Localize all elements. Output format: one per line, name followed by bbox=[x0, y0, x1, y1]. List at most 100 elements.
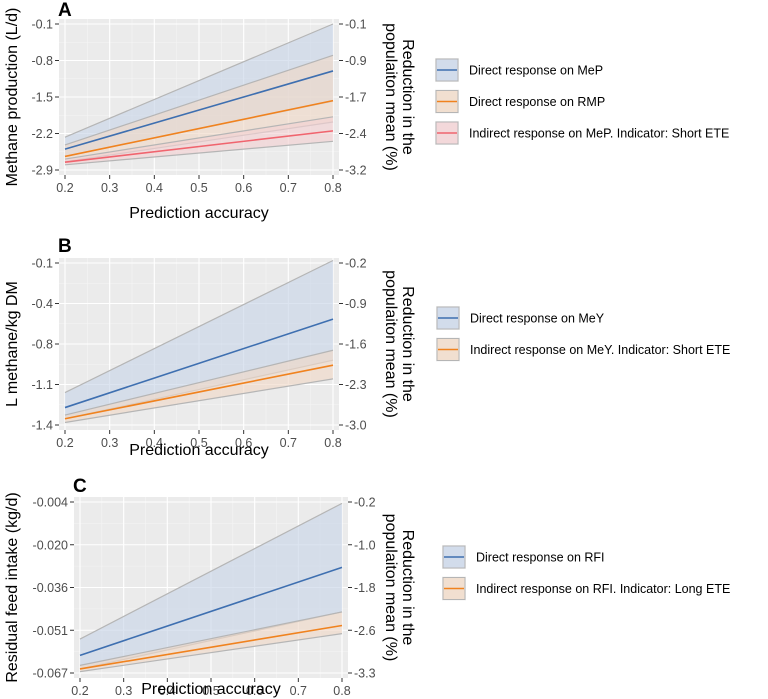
panel-a-x-axis-title: Prediction accuracy bbox=[129, 205, 269, 222]
panel-a-series-line-1 bbox=[64, 70, 334, 150]
panel-b-y2-tick-label: -0.2 bbox=[345, 257, 367, 271]
panel-a-y-tick-label: -2.2 bbox=[31, 127, 53, 141]
panel-b-y-tick-label: -1.4 bbox=[31, 419, 53, 433]
panel-c-y2-tick-label: -3.3 bbox=[354, 667, 376, 681]
panel-c-y-tick-label: -0.004 bbox=[33, 496, 68, 510]
panel-c-ribbon-lower-2 bbox=[79, 611, 343, 666]
panel-c-letter: C bbox=[73, 476, 87, 497]
panel-a-letter: A bbox=[58, 0, 72, 21]
panel-a-x-tick-label: 0.8 bbox=[324, 181, 341, 195]
panel-a-ribbon-lower-1 bbox=[64, 23, 334, 138]
panel-c-y2-axis-title: Reduction in thepopulaiton mean (%) bbox=[382, 514, 416, 662]
panel-b-legend-item: Indirect response on MeY. Indicator: Sho… bbox=[436, 337, 730, 362]
panel-c-ribbon-2 bbox=[80, 611, 342, 672]
panel-b-ribbon-upper-2 bbox=[64, 378, 334, 424]
panel-a-x-tick-label: 0.2 bbox=[56, 181, 73, 195]
panel-c-ribbon-1 bbox=[80, 503, 342, 669]
panel-c: -0.004 -0.020 -0.036 -0.051 -0.067 -0.2 -1.0 -1… bbox=[4, 476, 730, 698]
panel-c-series-line-2 bbox=[79, 624, 343, 670]
panel-c-y2-tick-label: -1.8 bbox=[354, 581, 376, 595]
panel-c-legend-item: Indirect response on RFI. Indicator: Lon… bbox=[442, 576, 730, 601]
panel-b-letter: B bbox=[58, 236, 72, 257]
panel-c-y-tick-label: -0.036 bbox=[33, 581, 68, 595]
panel-b-x-tick-label: 0.4 bbox=[146, 436, 163, 450]
panel-c-legend-label: Indirect response on RFI. Indicator: Lon… bbox=[476, 582, 730, 596]
panel-b-y-tick-label: -0.1 bbox=[31, 257, 53, 271]
panel-a-legend-label: Indirect response on MeP. Indicator: Sho… bbox=[469, 127, 729, 141]
panel-a-ribbon-lower-2 bbox=[64, 54, 334, 146]
panel-b-x-tick-label: 0.3 bbox=[101, 436, 118, 450]
panel-a-x-tick-label: 0.6 bbox=[235, 181, 252, 195]
panel-a-y2-title-line2: populaiton mean (%) bbox=[382, 23, 399, 171]
panel-c-x-tick-label: 0.8 bbox=[333, 684, 350, 698]
panel-c-y2-tick-label: -2.6 bbox=[354, 624, 376, 638]
panel-a-legend-item: Indirect response on MeP. Indicator: Sho… bbox=[435, 121, 729, 145]
panel-a-ribbon-lower-3 bbox=[64, 116, 334, 160]
panel-a-y-tick-label: -1.5 bbox=[31, 91, 53, 105]
panel-c-x-axis-title: Prediction accuracy bbox=[141, 681, 281, 698]
panel-a-y2-tick-label: -2.4 bbox=[345, 127, 367, 141]
panel-c-legend-label: Direct response on RFI bbox=[476, 551, 605, 565]
panel-c-x-tick-label: 0.2 bbox=[71, 684, 88, 698]
panel-b-ribbon-lower-2 bbox=[64, 349, 334, 416]
panel-a-x-tick-label: 0.5 bbox=[190, 181, 207, 195]
panel-c-ribbon-upper-2 bbox=[79, 633, 343, 673]
panel-a-legend-item: Direct response on MeP bbox=[435, 58, 603, 82]
panel-a-y-tick-label: -0.1 bbox=[31, 18, 53, 32]
panel-a-y2-tick-label: -3.2 bbox=[345, 164, 367, 178]
panel-b-legend-item: Direct response on MeY bbox=[436, 306, 605, 330]
panel-a-y2-tick-label: -0.1 bbox=[345, 18, 367, 32]
panel-b-x-axis-title: Prediction accuracy bbox=[129, 442, 269, 459]
panel-a-y-tick-label: -2.9 bbox=[31, 164, 53, 178]
panel-b: -0.1 -0.4 -0.8 -1.1 -1.4 -0.2 -0.9 -1.6 -2.3 -3.0… bbox=[4, 236, 730, 459]
panel-a-y-tick-label: -0.8 bbox=[31, 54, 53, 68]
panel-b-y-tick-label: -0.8 bbox=[31, 338, 53, 352]
panel-c-y-tick-label: -0.020 bbox=[33, 538, 68, 552]
panel-c-y2-tick-label: -1.0 bbox=[354, 538, 376, 552]
panel-a-ribbon-upper-3 bbox=[64, 140, 334, 166]
panel-a-legend-label: Direct response on RMP bbox=[469, 95, 605, 109]
panel-a-y2-tick-label: -1.7 bbox=[345, 91, 367, 105]
panel-b-y-axis-title: L methane/kg DM bbox=[4, 281, 21, 407]
panel-c-x-tick-label: 0.6 bbox=[246, 684, 263, 698]
panel-a-y2-axis-title: Reduction in thepopulaiton mean (%) bbox=[382, 23, 416, 171]
panel-c-y2-title-line1: Reduction in the bbox=[399, 530, 416, 646]
panel-b-y-tick-label: -1.1 bbox=[31, 378, 53, 392]
panel-b-legend-label: Indirect response on MeY. Indicator: Sho… bbox=[470, 343, 730, 357]
panel-c-x-tick-label: 0.4 bbox=[159, 684, 176, 698]
panel-a-legend-label: Direct response on MeP bbox=[469, 64, 603, 78]
panel-c-x-tick-label: 0.7 bbox=[290, 684, 307, 698]
panel-c-y-tick-label: -0.067 bbox=[33, 667, 68, 681]
panel-a: -0.1 -0.8 -1.5 -2.2 -2.9 -0.1 -0.9 -1.7 -2.4 -3.2… bbox=[4, 0, 729, 222]
panel-c-ribbon-lower-1 bbox=[79, 502, 343, 640]
panel-b-legend-label: Direct response on MeY bbox=[470, 312, 605, 326]
panel-b-x-tick-label: 0.7 bbox=[280, 436, 297, 450]
panel-c-x-tick-label: 0.3 bbox=[115, 684, 132, 698]
panel-b-x-tick-label: 0.2 bbox=[56, 436, 73, 450]
panel-c-y2-title-line2: populaiton mean (%) bbox=[382, 514, 399, 662]
panel-c-y2-tick-label: -0.2 bbox=[354, 496, 376, 510]
panel-a-y-axis-title: Methane production (L/d) bbox=[4, 8, 21, 187]
panel-a-ribbon-2 bbox=[65, 55, 333, 162]
panel-a-x-tick-label: 0.4 bbox=[146, 181, 163, 195]
panel-b-y2-axis-title: Reduction in thepopulaiton mean (%) bbox=[382, 270, 416, 418]
panel-a-ribbon-3 bbox=[65, 116, 333, 165]
panel-b-x-tick-label: 0.8 bbox=[324, 436, 341, 450]
panel-b-x-tick-label: 0.6 bbox=[235, 436, 252, 450]
panel-c-series-line-1 bbox=[79, 566, 343, 657]
panel-b-x-tick-label: 0.5 bbox=[190, 436, 207, 450]
panel-b-series-line-2 bbox=[64, 364, 334, 420]
panel-c-y-tick-label: -0.051 bbox=[33, 624, 68, 638]
panel-b-y2-tick-label: -1.6 bbox=[345, 338, 367, 352]
panel-a-series-line-2 bbox=[64, 99, 334, 158]
panel-c-legend-item: Direct response on RFI bbox=[442, 545, 605, 569]
panel-b-y-tick-label: -0.4 bbox=[31, 297, 53, 311]
panel-a-series-line-3 bbox=[64, 130, 334, 163]
panel-b-y2-tick-label: -2.3 bbox=[345, 378, 367, 392]
panel-b-y2-title-line1: Reduction in the bbox=[399, 286, 416, 402]
panel-b-y2-tick-label: -0.9 bbox=[345, 297, 367, 311]
panel-b-series-line-1 bbox=[64, 318, 334, 409]
panel-b-ribbon-1 bbox=[65, 260, 333, 419]
panel-c-x-tick-label: 0.5 bbox=[202, 684, 219, 698]
